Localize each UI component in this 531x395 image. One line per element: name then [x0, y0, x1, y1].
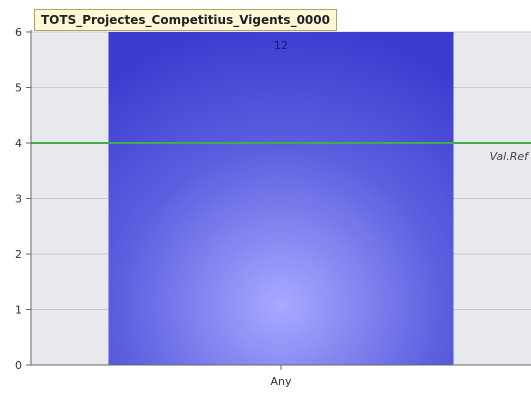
reference-line-label: Val.Ref	[490, 150, 531, 163]
y-tick-label: 6	[15, 26, 22, 39]
y-tick-label: 5	[15, 82, 22, 95]
y-tick-label: 4	[15, 137, 22, 150]
y-tick-label: 0	[15, 359, 22, 372]
chart-title: TOTS_Projectes_Competitius_Vigents_0000	[34, 9, 337, 31]
x-tick-label: Any	[270, 375, 291, 388]
bars	[108, 32, 454, 365]
y-tick-label: 3	[15, 193, 22, 206]
axes	[26, 30, 531, 370]
y-tick-label: 2	[15, 248, 22, 261]
reference-line-group: Val.Ref	[31, 142, 531, 163]
bar	[108, 32, 454, 365]
y-tick-label: 1	[15, 304, 22, 317]
bar-data-label: 12	[274, 39, 288, 52]
